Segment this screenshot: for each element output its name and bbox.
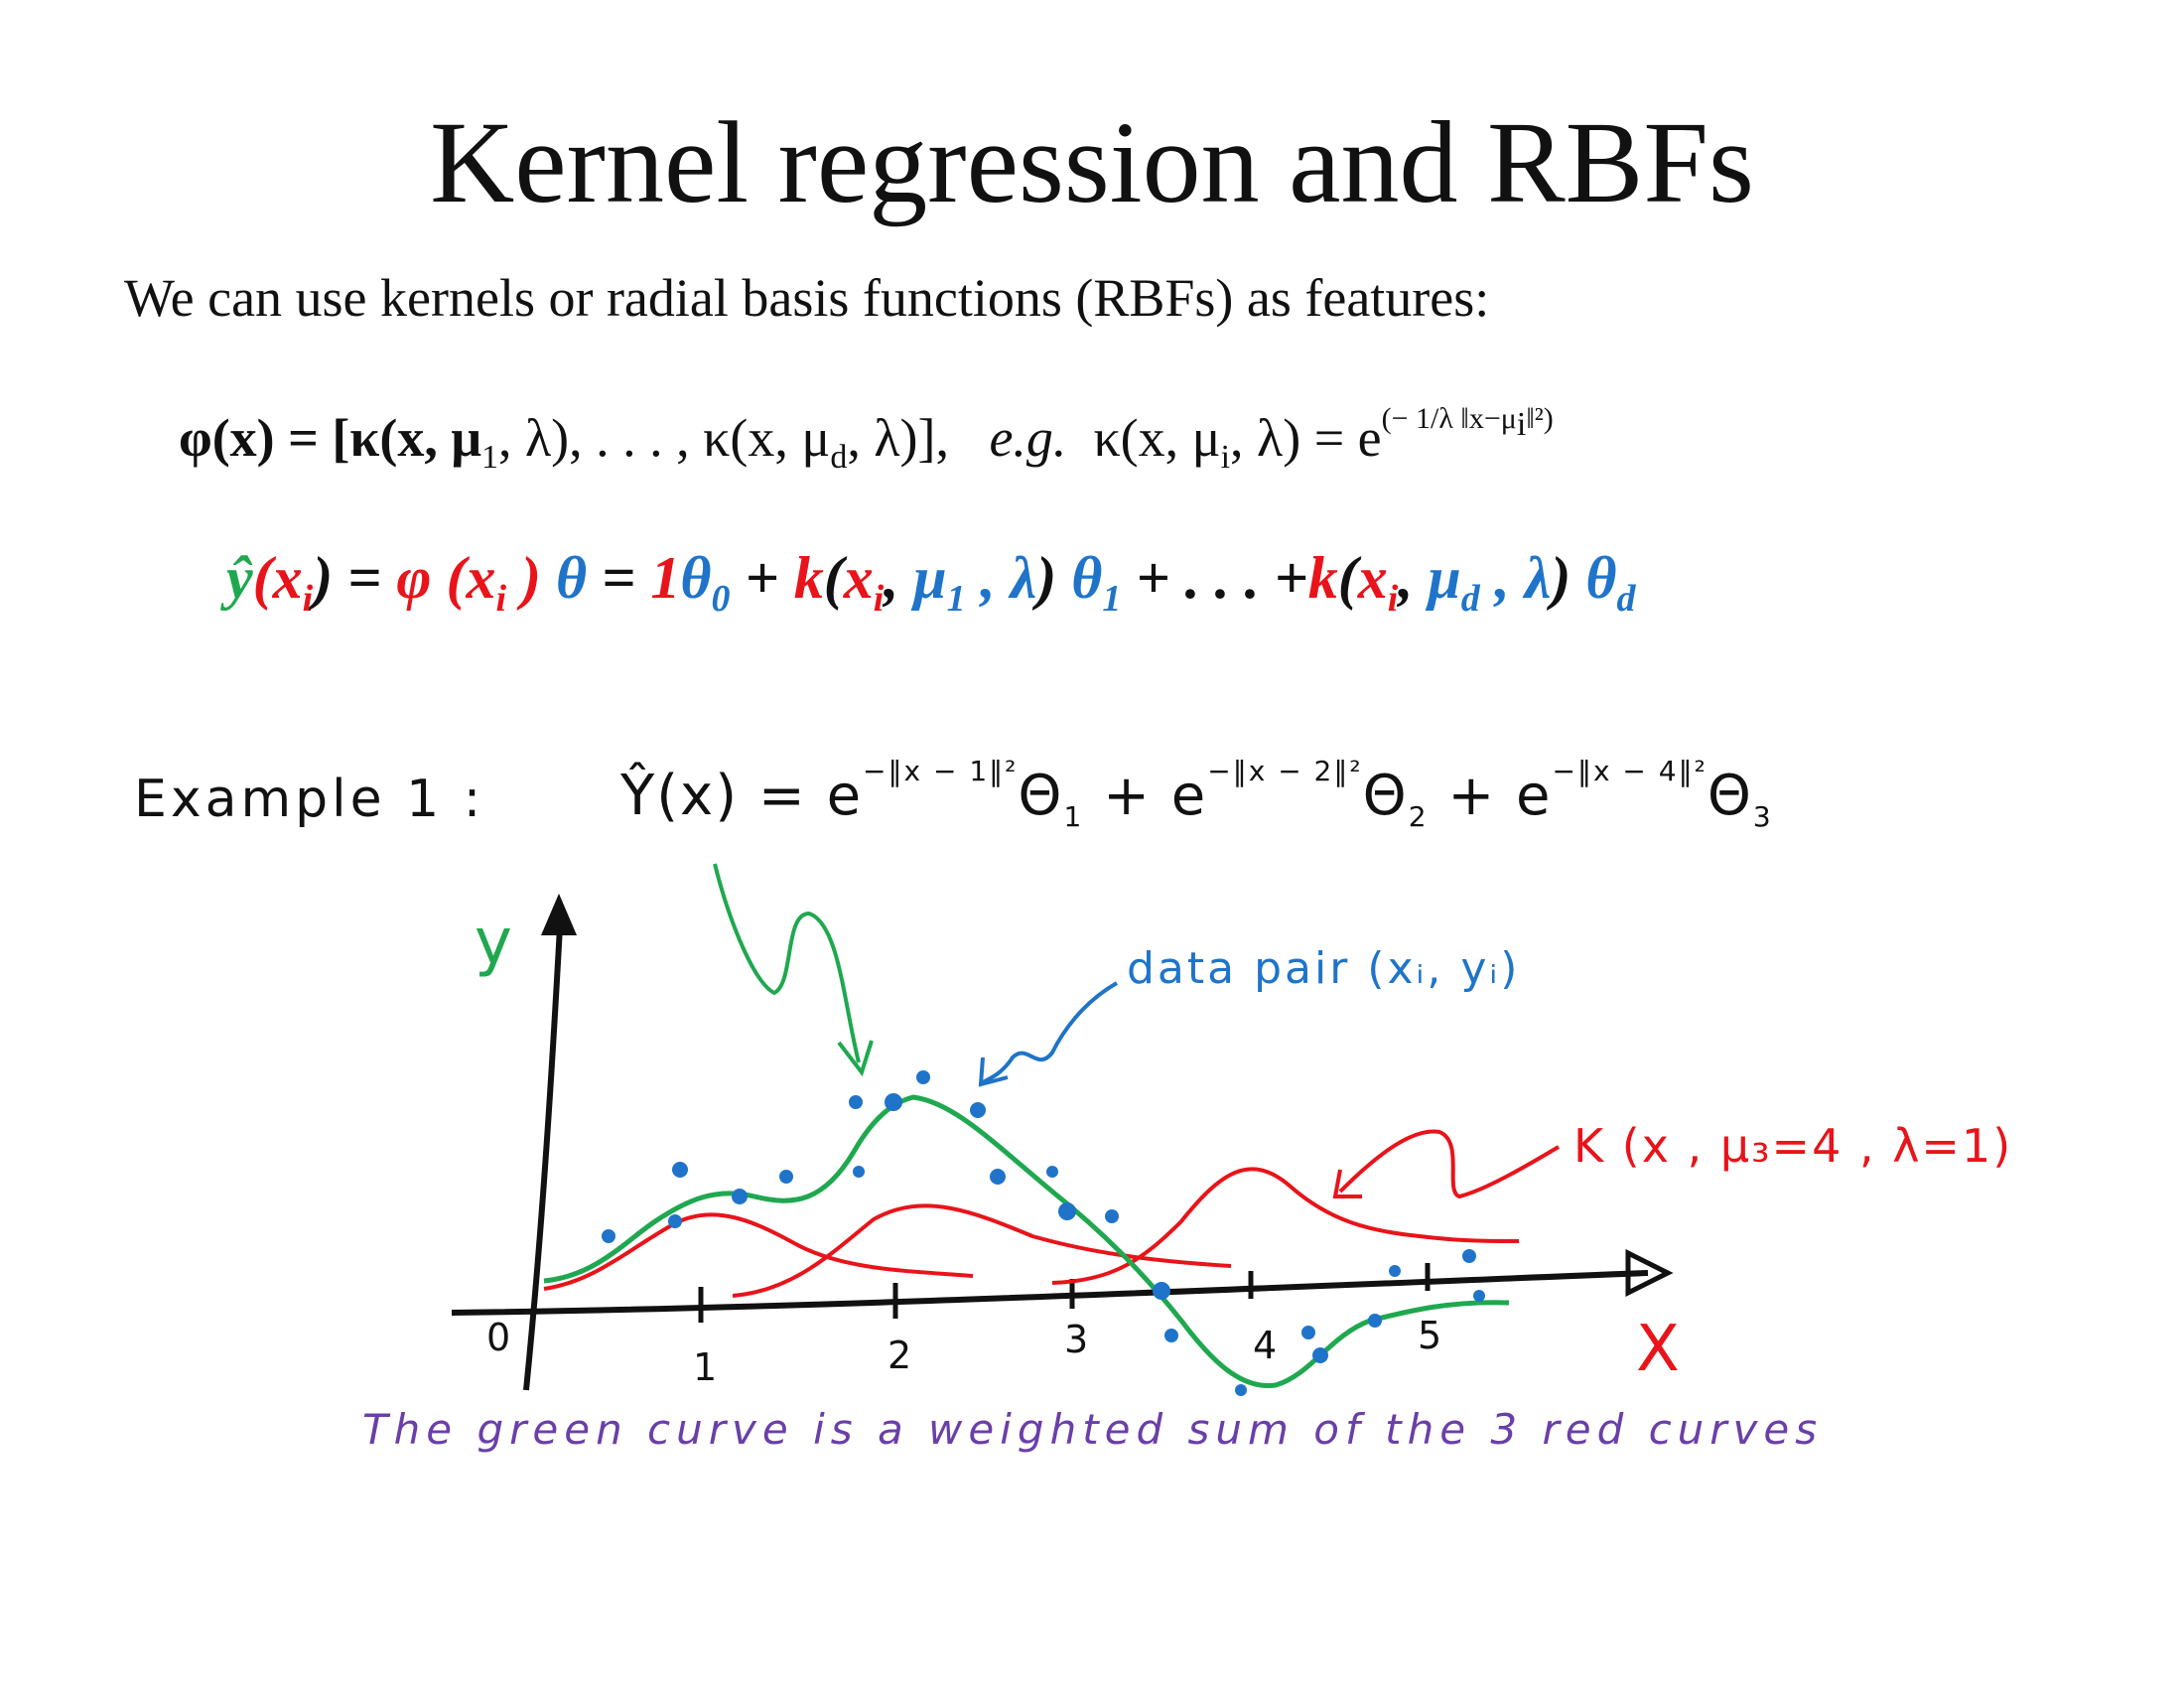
data-pair-annotation: data pair (xᵢ, yᵢ) [1127, 943, 1520, 994]
slide-title: Kernel regression and RBFs [430, 97, 1754, 227]
eq1-rhs: κ(x, μ [1093, 408, 1221, 468]
x-axis-arrow [1625, 1248, 1674, 1298]
data-point [1368, 1314, 1382, 1328]
data-point [1105, 1209, 1119, 1223]
data-pair-pointer-arrow [982, 981, 1118, 1084]
data-point [853, 1166, 865, 1178]
data-point [1153, 1282, 1170, 1300]
example-label: Example 1 : [134, 770, 485, 829]
eq1-exponent: (− 1/λ ‖x−μi‖²) [1381, 402, 1554, 443]
data-point [672, 1162, 688, 1178]
y-axis-label: y [475, 906, 512, 979]
y-axis [523, 908, 564, 1391]
eq2-x: (xi [252, 545, 314, 620]
data-point [970, 1102, 986, 1118]
kernel-curve-2 [732, 1203, 1232, 1298]
data-point [990, 1169, 1006, 1185]
data-point [1058, 1202, 1076, 1220]
data-point [1235, 1384, 1247, 1396]
data-point [779, 1170, 793, 1184]
kernel-curve-1 [543, 1212, 974, 1291]
kernel-curve-3 [1051, 1167, 1520, 1285]
data-point [849, 1095, 863, 1109]
eq1-sub1: 1 [481, 438, 498, 476]
data-point [885, 1093, 902, 1111]
eq2-theta0: θ0 [680, 545, 731, 620]
eq2-one: 1 [650, 545, 681, 611]
eq1-lhs: φ(x) = [κ(x, μ [179, 408, 481, 468]
footnote: The green curve is a weighted sum of the… [362, 1405, 1824, 1454]
tick-label-4: 4 [1253, 1324, 1277, 1367]
tick-label-0: 0 [486, 1316, 510, 1359]
data-point [1301, 1326, 1315, 1339]
data-point [1473, 1290, 1485, 1302]
data-point [668, 1214, 682, 1228]
tick-label-5: 5 [1418, 1314, 1441, 1357]
data-point [916, 1070, 930, 1084]
data-point [732, 1189, 748, 1204]
weighted-sum-curve [543, 1094, 1510, 1389]
eq2-theta: θ [540, 545, 588, 611]
data-point [1389, 1265, 1401, 1277]
x-axis-label: X [1636, 1313, 1680, 1386]
kernel-annotation: K (x , μ₃=4 , λ=1) [1573, 1119, 2012, 1173]
feature-equation: φ(x) = [κ(x, μ1, λ), . . . , κ(x, μd, λ)… [179, 402, 1554, 477]
data-point [1046, 1166, 1058, 1178]
data-point [1164, 1329, 1178, 1342]
intro-text: We can use kernels or radial basis funct… [124, 268, 1490, 328]
tick-label-1: 1 [693, 1345, 717, 1389]
eq1-rhs-sub: i [1220, 438, 1231, 476]
yhat-symbol: ŷ [226, 545, 253, 611]
tick-label-3: 3 [1064, 1318, 1088, 1361]
tick-label-2: 2 [887, 1334, 911, 1377]
y-axis-arrow [540, 893, 578, 935]
prediction-equation: ŷ(xi) = φ (xi ) θ = 1θ0 + k(xi, μ1 , λ) … [226, 545, 1636, 620]
x-axis [451, 1270, 1649, 1316]
eq1-subd: d [830, 438, 848, 476]
data-point [1462, 1249, 1476, 1263]
eq1-eg: e.g. [989, 408, 1067, 468]
data-point [1312, 1347, 1328, 1363]
kernel-pointer-arrow [1338, 1129, 1561, 1199]
eq1-mid: , λ), . . . , κ(x, μ [498, 408, 831, 468]
example-equation: Ŷ(x) = e−‖x − 1‖²Θ1 + e−‖x − 2‖²Θ2 + e−‖… [620, 755, 1773, 834]
data-points [602, 1070, 1485, 1396]
eq2-phi: φ (xi ) [396, 545, 541, 620]
data-point [602, 1229, 615, 1243]
eq1-mid-end: , λ)], [847, 408, 949, 468]
eq1-rhs2: , λ) = e [1230, 408, 1382, 468]
yhat-pointer-arrow [713, 863, 861, 1063]
